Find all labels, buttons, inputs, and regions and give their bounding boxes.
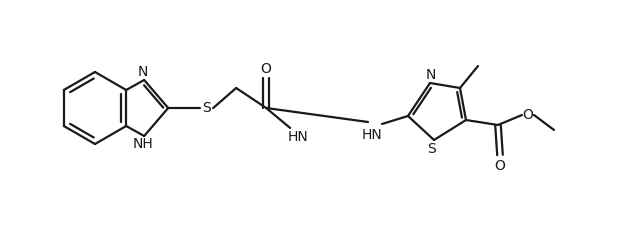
Text: O: O xyxy=(495,159,506,173)
Text: O: O xyxy=(260,62,271,76)
Text: HN: HN xyxy=(288,130,308,144)
Text: S: S xyxy=(428,142,436,156)
Text: O: O xyxy=(523,108,533,122)
Text: N: N xyxy=(426,68,436,82)
Text: N: N xyxy=(138,65,148,79)
Text: NH: NH xyxy=(133,137,154,151)
Text: S: S xyxy=(202,101,211,115)
Text: HN: HN xyxy=(362,128,382,142)
